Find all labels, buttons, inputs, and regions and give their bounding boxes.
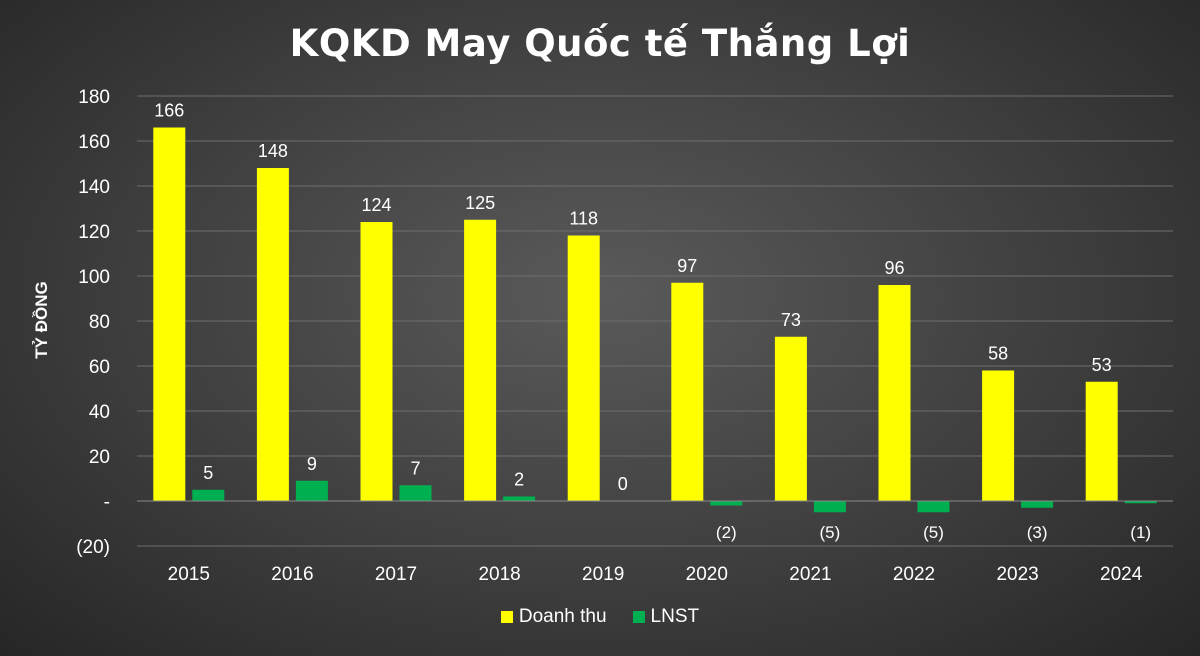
x-tick-label-2017: 2017 (375, 564, 417, 585)
data-label-lnst-2023: (3) (1027, 523, 1048, 542)
bar-doanh-thu-2015[interactable] (153, 127, 186, 502)
bar-lnst-2021[interactable] (813, 501, 846, 513)
x-axis-ticks: 2015 2016 2017 2018 2019 2020 2021 2022 2023 2024 (168, 564, 1143, 585)
data-label-lnst-2015: 5 (203, 463, 213, 483)
x-tick-label-2018: 2018 (478, 564, 520, 585)
chart-title: KQKD May Quốc tế Thắng Lợi (289, 22, 911, 65)
x-tick-label-2015: 2015 (168, 564, 210, 585)
y-tick-label: - (104, 492, 110, 513)
y-tick-label: 180 (78, 87, 110, 108)
data-label-doanh-thu-2018: 125 (465, 193, 495, 213)
bar-doanh-thu-2016[interactable] (256, 168, 289, 501)
data-label-lnst-2016: 9 (307, 454, 317, 474)
y-tick-label: 100 (78, 267, 110, 288)
bar-lnst-2022[interactable] (917, 501, 950, 513)
data-label-lnst-2021: (5) (820, 523, 841, 542)
y-tick-label: (20) (76, 537, 110, 558)
bar-lnst-2017[interactable] (399, 485, 432, 501)
y-tick-label: 80 (89, 312, 110, 333)
data-label-doanh-thu-2019: 118 (569, 209, 598, 229)
x-tick-label-2021: 2021 (789, 564, 831, 585)
data-label-doanh-thu-2021: 73 (781, 310, 801, 330)
bar-lnst-2016[interactable] (295, 480, 328, 501)
data-label-doanh-thu-2017: 124 (361, 195, 391, 215)
y-tick-label: 40 (89, 402, 110, 423)
bar-lnst-2018[interactable] (503, 496, 536, 502)
x-tick-label-2020: 2020 (686, 564, 728, 585)
data-label-lnst-2022: (5) (923, 523, 944, 542)
legend-item-doanh-thu[interactable]: Doanh thu (500, 606, 607, 628)
x-tick-label-2024: 2024 (1100, 564, 1143, 585)
bars (137, 127, 1173, 513)
y-axis-ticks: (20) - 20 40 60 80 100 120 140 160 180 (76, 87, 110, 558)
bar-doanh-thu-2017[interactable] (360, 222, 393, 501)
legend-label-doanh-thu: Doanh thu (518, 606, 607, 627)
x-tick-label-2016: 2016 (271, 564, 313, 585)
legend-item-lnst[interactable]: LNST (632, 606, 700, 628)
data-label-doanh-thu-2022: 96 (884, 258, 904, 278)
y-tick-label: 60 (89, 357, 110, 378)
legend-swatch-lnst (632, 611, 645, 623)
data-label-lnst-2019: 0 (618, 474, 628, 494)
legend: Doanh thu LNST (0, 606, 1200, 628)
bar-lnst-2024[interactable] (1124, 501, 1157, 504)
legend-swatch-doanh-thu (500, 611, 513, 623)
data-label-doanh-thu-2024: 53 (1092, 355, 1112, 375)
data-label-doanh-thu-2023: 58 (988, 344, 1008, 364)
data-label-lnst-2020: (2) (716, 523, 737, 542)
data-label-lnst-2018: 2 (514, 470, 524, 490)
data-label-doanh-thu-2015: 166 (154, 101, 184, 121)
x-tick-label-2023: 2023 (996, 564, 1038, 585)
bar-doanh-thu-2019[interactable] (567, 235, 600, 502)
bar-doanh-thu-2020[interactable] (671, 282, 704, 501)
bar-lnst-2015[interactable] (192, 489, 225, 501)
y-tick-label: 20 (89, 447, 110, 468)
data-label-doanh-thu-2020: 97 (677, 256, 697, 276)
bar-doanh-thu-2018[interactable] (464, 219, 497, 501)
data-labels: 166 5 148 9 124 7 125 2 118 0 97 (2) 73 (5) 96 (5) 58 (3)… (154, 101, 1151, 543)
x-tick-label-2022: 2022 (893, 564, 935, 585)
y-tick-label: 140 (78, 177, 110, 198)
data-label-lnst-2024: (1) (1130, 523, 1151, 542)
data-label-lnst-2017: 7 (410, 458, 420, 478)
bar-doanh-thu-2021[interactable] (774, 336, 807, 501)
gridlines (137, 95, 1173, 547)
bar-doanh-thu-2024[interactable] (1085, 381, 1118, 501)
data-label-doanh-thu-2016: 148 (258, 141, 288, 161)
x-tick-label-2019: 2019 (582, 564, 624, 585)
legend-label-lnst: LNST (650, 606, 700, 627)
bar-lnst-2023[interactable] (1021, 501, 1054, 508)
bar-doanh-thu-2023[interactable] (982, 370, 1015, 502)
y-tick-label: 120 (78, 222, 110, 243)
y-tick-label: 160 (78, 132, 110, 153)
bar-lnst-2020[interactable] (710, 501, 743, 506)
bar-doanh-thu-2022[interactable] (878, 285, 911, 501)
